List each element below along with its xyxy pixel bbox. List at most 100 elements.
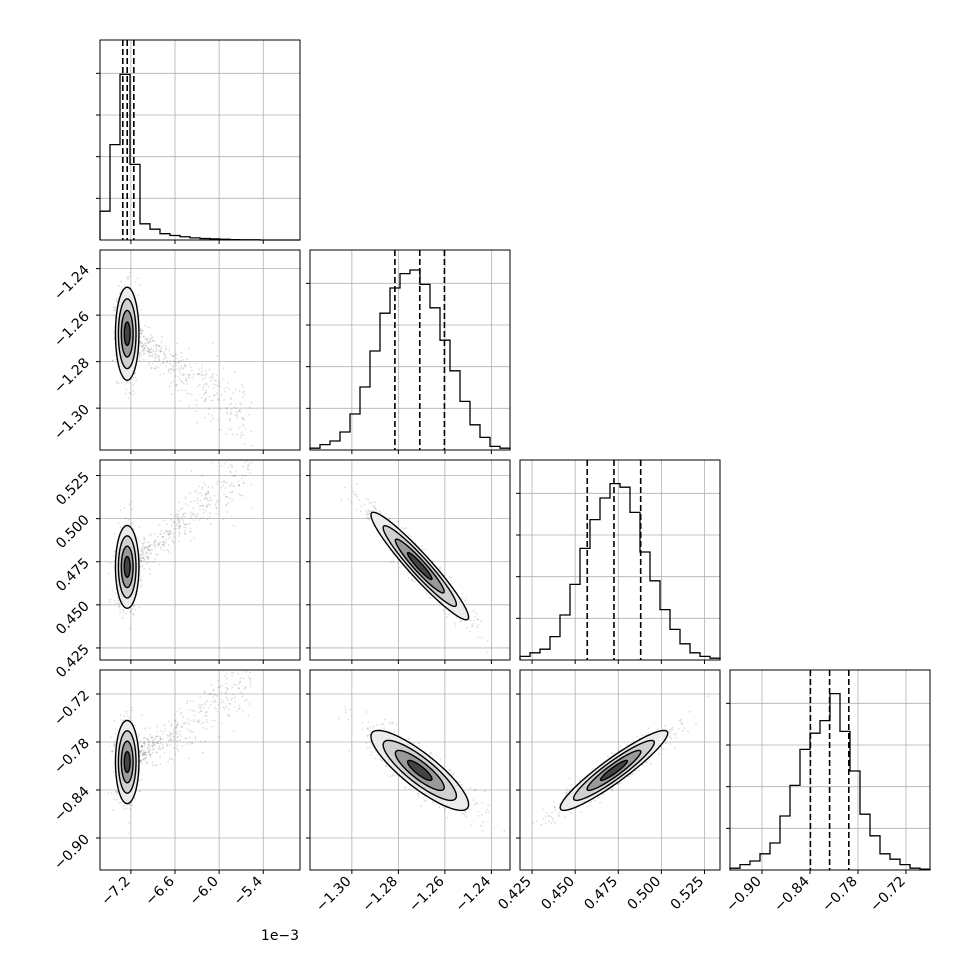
scatter-point: [147, 751, 150, 754]
scatter-point: [188, 405, 191, 407]
scatter-point: [227, 381, 230, 384]
scatter-point: [140, 581, 143, 583]
scatter-point: [114, 599, 116, 602]
scatter-point: [146, 738, 149, 740]
scatter-point: [123, 507, 125, 509]
scatter-point: [120, 286, 123, 288]
scatter-point: [176, 516, 178, 518]
scatter-point: [122, 611, 125, 613]
scatter-point: [198, 508, 201, 511]
scatter-point: [473, 619, 476, 622]
scatter-point: [244, 685, 247, 688]
scatter-point: [169, 739, 172, 742]
scatter-point: [369, 740, 371, 743]
scatter-point: [177, 510, 180, 512]
scatter-point: [157, 344, 160, 347]
scatter-point: [610, 752, 613, 754]
scatter-point: [161, 544, 164, 546]
scatter-point: [149, 340, 151, 343]
scatter-point: [113, 744, 116, 747]
scatter-point: [635, 770, 637, 772]
scatter-panel-1-3: [309, 669, 511, 871]
scatter-point: [223, 481, 226, 483]
scatter-point: [137, 735, 140, 737]
scatter-point: [116, 300, 119, 303]
scatter-point: [177, 375, 180, 378]
scatter-point: [190, 730, 192, 733]
scatter-point: [176, 710, 179, 713]
scatter-point: [223, 675, 226, 678]
scatter-point: [168, 370, 170, 373]
scatter-point: [391, 721, 394, 724]
scatter-point: [429, 596, 432, 599]
scatter-point: [239, 402, 241, 405]
scatter-point: [373, 501, 376, 504]
scatter-point: [193, 720, 196, 723]
scatter-point: [165, 538, 168, 541]
scatter-point: [139, 557, 141, 560]
scatter-point: [170, 513, 173, 515]
scatter-point: [235, 416, 238, 419]
scatter-point: [172, 364, 174, 366]
scatter-content: [107, 460, 254, 630]
scatter-point: [204, 711, 207, 714]
scatter-point: [227, 502, 230, 504]
scatter-point: [180, 381, 183, 383]
scatter-point: [230, 408, 233, 411]
scatter-point: [475, 612, 478, 615]
scatter-point: [155, 347, 158, 350]
scatter-point: [480, 824, 482, 827]
scatter-point: [240, 436, 242, 439]
scatter-point: [195, 517, 198, 520]
scatter-point: [161, 536, 164, 539]
scatter-point: [443, 574, 446, 577]
scatter-point: [240, 477, 243, 479]
scatter-point: [189, 517, 192, 520]
scatter-point: [184, 532, 187, 535]
scatter-point: [218, 382, 221, 385]
scatter-point: [180, 365, 183, 368]
scatter-point: [550, 815, 553, 818]
scatter-point: [161, 738, 164, 741]
scatter-point: [168, 534, 170, 537]
scatter-point: [481, 830, 484, 832]
scatter-point: [205, 727, 208, 730]
scatter-point: [160, 346, 163, 349]
scatter-point: [178, 521, 181, 524]
scatter-point: [172, 739, 175, 741]
scatter-point: [249, 677, 252, 680]
scatter-point: [130, 610, 133, 613]
scatter-point: [147, 348, 150, 351]
scatter-point: [487, 810, 490, 813]
scatter-point: [372, 505, 375, 508]
scatter-point: [169, 735, 172, 737]
scatter-point: [171, 758, 174, 761]
scatter-point: [182, 722, 185, 725]
scatter-point: [153, 544, 156, 547]
scatter-point: [439, 567, 441, 570]
contour-line-0: [114, 719, 140, 805]
scatter-point: [115, 591, 118, 594]
scatter-point: [110, 792, 113, 795]
scatter-point: [231, 524, 234, 526]
scatter-point: [464, 811, 467, 813]
scatter-point: [389, 549, 391, 552]
scatter-point: [163, 752, 166, 754]
scatter-point: [475, 801, 477, 804]
scatter-point: [220, 722, 223, 725]
scatter-point: [174, 514, 177, 517]
density-fill-3: [124, 751, 131, 773]
scatter-point: [412, 742, 415, 744]
scatter-point: [204, 397, 207, 400]
scatter-point: [425, 592, 428, 595]
scatter-point: [201, 486, 204, 489]
scatter-point: [429, 752, 432, 755]
contour-line-2: [120, 309, 134, 358]
scatter-point: [144, 743, 147, 745]
scatter-point: [127, 278, 130, 281]
scatter-point: [230, 484, 233, 486]
scatter-point: [218, 429, 221, 431]
scatter-point: [225, 503, 228, 506]
scatter-point: [114, 740, 116, 743]
scatter-point: [240, 433, 243, 436]
